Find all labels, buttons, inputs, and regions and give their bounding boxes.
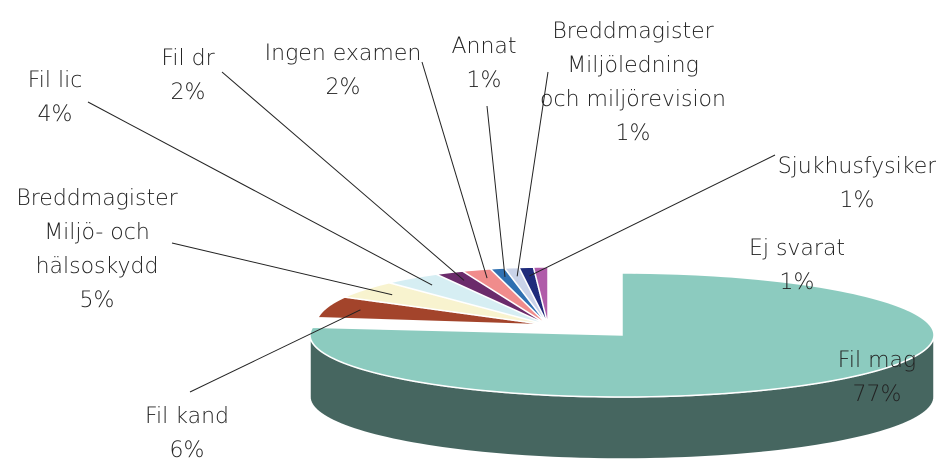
slice-label: Fil dr xyxy=(161,46,215,71)
slice-value-label: 1% xyxy=(616,121,651,146)
slice xyxy=(309,272,935,398)
slice-value-label: 1% xyxy=(467,68,502,93)
leader-line xyxy=(221,71,465,281)
leader-line xyxy=(189,309,361,393)
slice xyxy=(341,281,549,326)
leader-line xyxy=(87,101,433,286)
slice xyxy=(316,296,549,326)
slice-value-label: 5% xyxy=(80,288,115,313)
leader-line xyxy=(516,71,549,277)
slice-value-label: 1% xyxy=(840,188,875,213)
slice-value-label: 6% xyxy=(170,438,205,463)
slice-value-label: 2% xyxy=(171,80,206,105)
slice-label: Annat xyxy=(451,34,516,59)
slice-label: Breddmagister Miljöledning och miljörevisi… xyxy=(540,19,726,112)
slice xyxy=(532,266,549,326)
slice-label: Fil kand xyxy=(145,404,229,429)
leader-line xyxy=(529,154,776,277)
slice-label: Ingen examen xyxy=(265,41,422,66)
slice-label: Fil lic xyxy=(28,68,83,93)
leader-line xyxy=(486,105,506,277)
slice-value-label: 77% xyxy=(853,382,902,407)
slice-value-label: 2% xyxy=(326,75,361,100)
leader-line xyxy=(171,242,393,296)
slice-value-label: 4% xyxy=(38,102,73,127)
slice-label: Fil mag xyxy=(838,348,916,373)
slice-label: Sjukhusfysiker xyxy=(778,154,936,179)
slice xyxy=(388,273,549,326)
slice-label: Ej svarat xyxy=(749,236,845,261)
leader-line xyxy=(421,61,488,279)
slice-label: Breddmagister Miljö- och hälsoskydd xyxy=(16,186,178,279)
slice-value-label: 1% xyxy=(780,270,815,295)
